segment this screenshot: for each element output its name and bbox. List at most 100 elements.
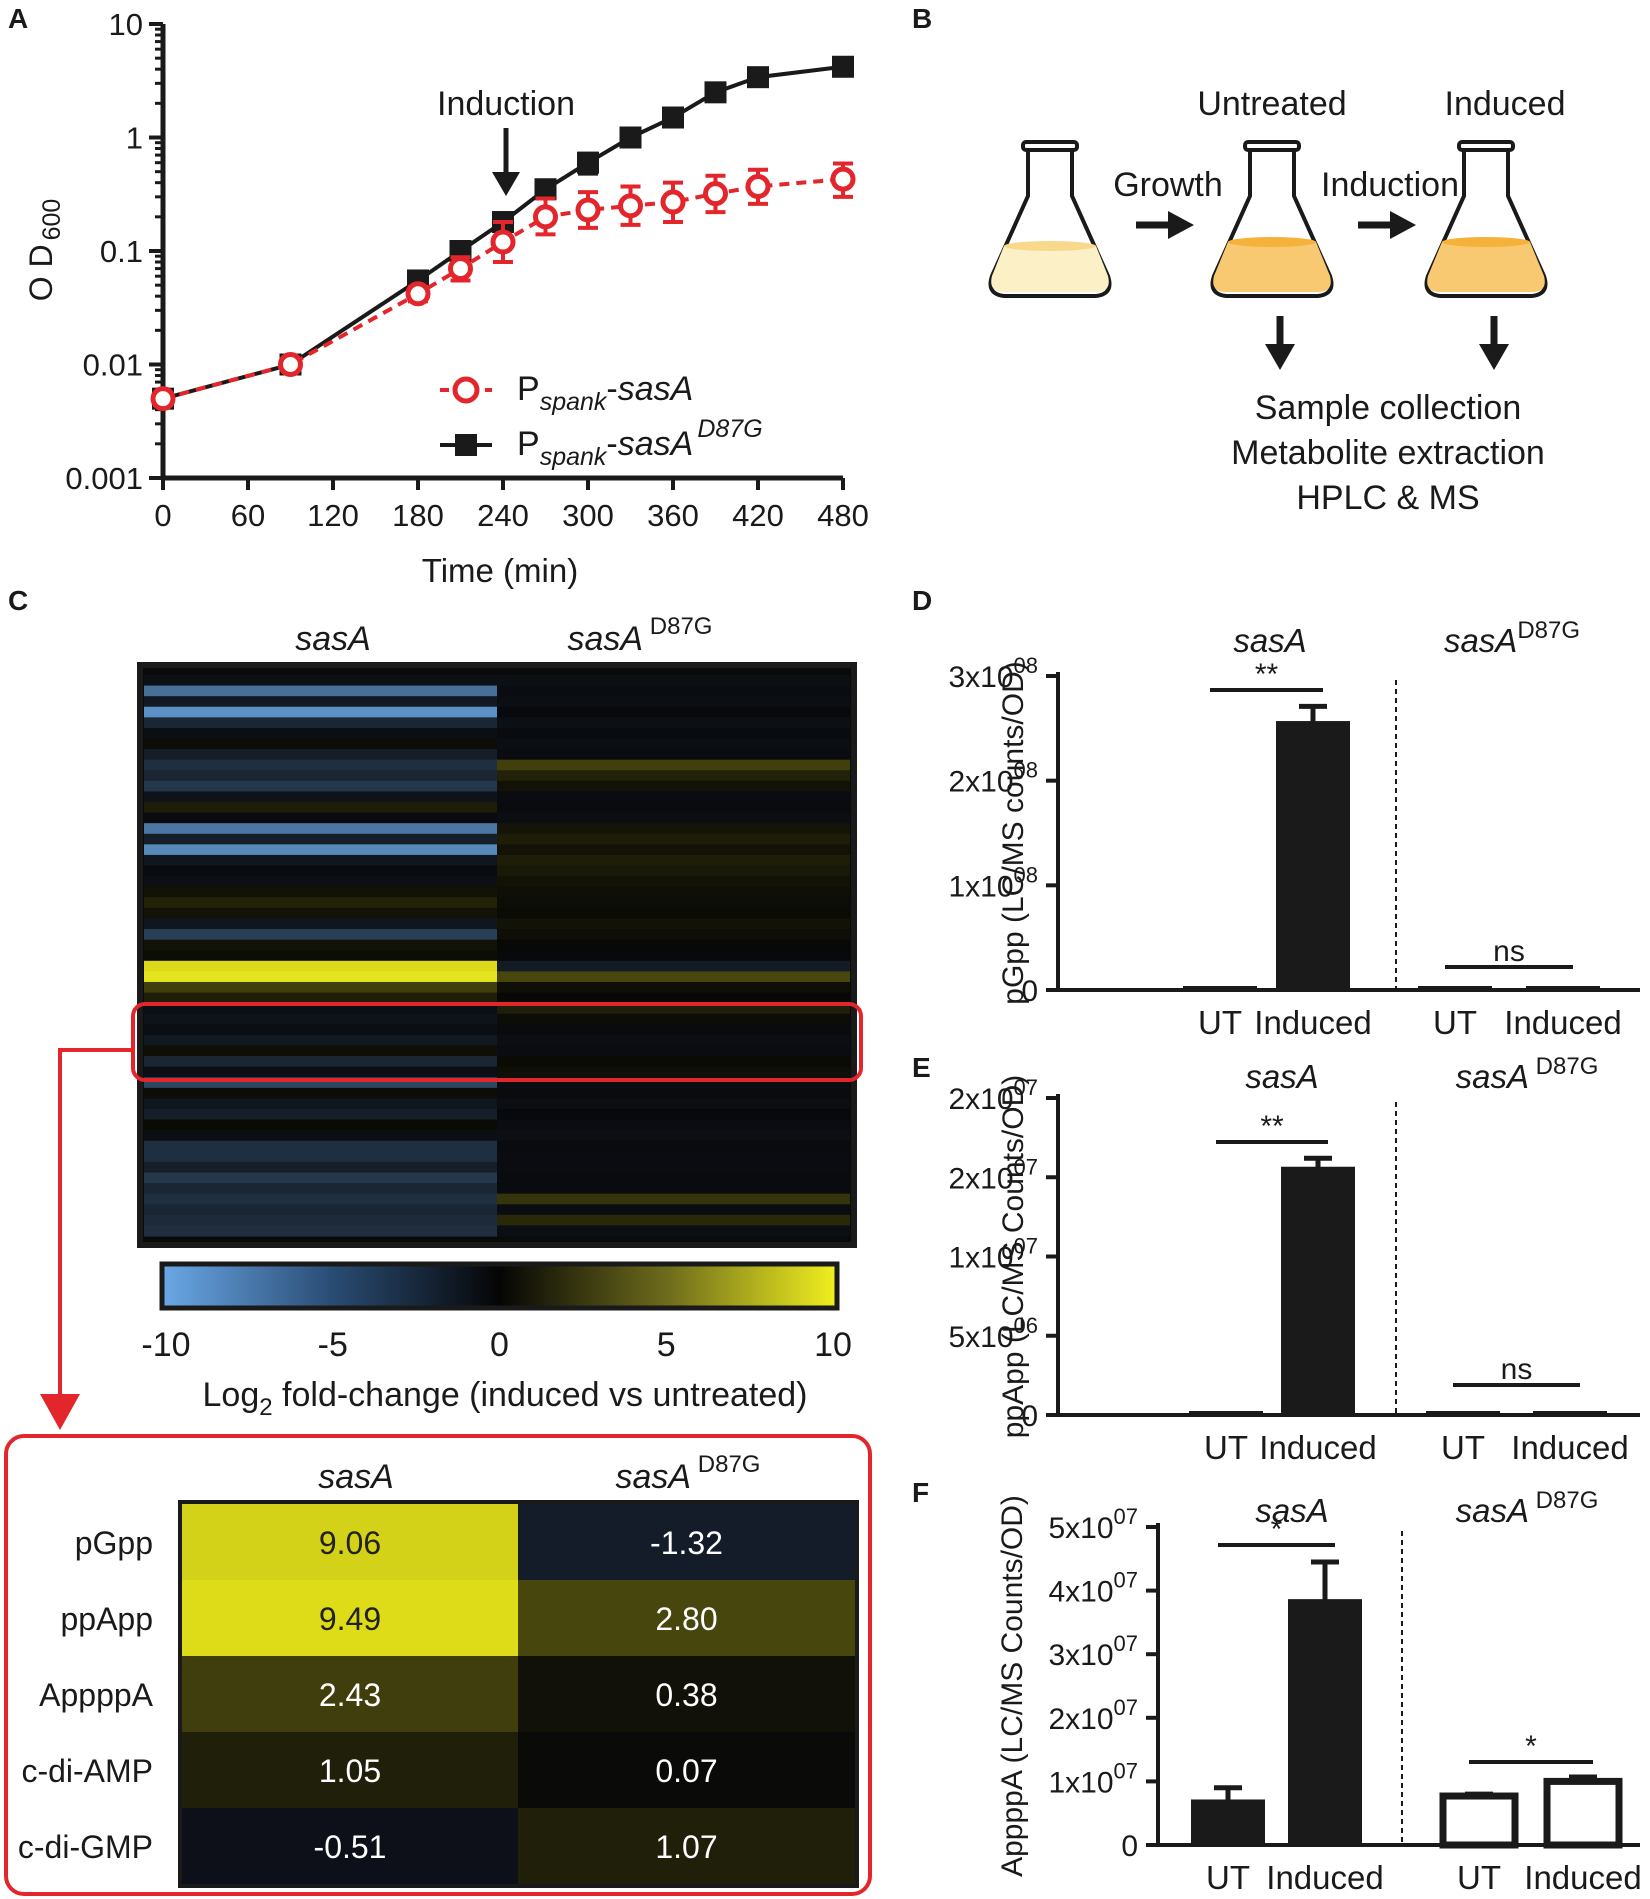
bar [1526,986,1600,991]
data-point-sasA [278,352,303,377]
inset-value-sasA-d87g: 0.38 [655,1677,717,1713]
group-title-d87g-gene: sasA [1456,1058,1529,1095]
heatmap-cells [144,675,850,1237]
group-title-sasA: sasA [1245,1058,1318,1095]
group-title-d87g-gene: sasA [1456,1492,1529,1529]
heatmap-cell-sasA-d87g [497,727,850,740]
colorbar-label-sub: 2 [259,1394,272,1421]
heatmap-cell-sasA [144,939,497,951]
heatmap-cell-sasA [144,685,497,697]
flask-induced-rim [1457,140,1515,152]
heatmap-cell-sasA-d87g [497,1161,850,1174]
heatmap-cell-sasA [144,1056,497,1068]
flask-induced [1424,140,1548,298]
heatmap-cell-sasA-d87g [497,854,850,867]
output-sample-collection: Sample collection [1255,389,1521,427]
heatmap-cell-sasA-d87g [497,1024,850,1036]
heatmap-cell-sasA-d87g [497,950,850,962]
bar-category-label: Induced [1259,1429,1376,1466]
legend-d87g-sub: spank [540,443,608,471]
bar-ylabel: ppApp (LC/MS Counts/OD) [997,1075,1030,1438]
bar-ytick-label: 0 [1021,975,1038,1008]
data-point-sasA [575,197,601,223]
bar [1281,1166,1355,1416]
growth-xlabel: Time (min) [422,552,578,589]
workflow-diagram: Untreated Induced Growth Induction [988,85,1566,517]
group-title-sasA: sasA [1233,622,1306,659]
bar [1439,1792,1519,1849]
growth-ytick-label: 0.01 [83,348,143,383]
heatmap-cell-sasA-d87g [497,738,850,750]
legend-d87g-p: P [517,425,540,463]
heatmap-cell-sasA-d87g [497,1193,850,1205]
bar-category-label: UT [1198,1004,1242,1041]
inset-value-sasA: 1.05 [319,1753,381,1789]
heatmap-cell-sasA [144,1034,497,1047]
data-point-sasA [448,256,473,282]
heatmap-cell-sasA [144,696,497,708]
heatmap-cell-sasA [144,918,497,930]
heatmap-cell-sasA [144,1024,497,1036]
heatmap-cell-sasA [144,1108,497,1121]
heatmap-cell-sasA-d87g [497,1003,850,1015]
heatmap-cell-sasA [144,1087,497,1099]
data-point-sasA-d87g [832,55,854,78]
heatmap-cell-sasA [144,1130,497,1142]
panel-label-e: E [912,1052,931,1083]
heatmap-cell-sasA-d87g [497,844,850,856]
bar-category-label: Induced [1254,1004,1371,1041]
growth-ytick-label: 0.1 [100,234,143,269]
heatmap-cell-sasA [144,1204,497,1216]
heatmap-cell-sasA [144,780,497,793]
heatmap-cell-sasA-d87g [497,876,850,888]
bar [1418,986,1492,991]
inset-col-d87g-sup: D87G [691,1451,760,1478]
data-point-sasA-d87g [662,106,684,129]
bar-ytick-label: 2x1007 [948,1154,1038,1195]
bar-ytick-base: 2x10 [1048,1703,1113,1736]
heatmap-col-d87g-gene: sasA [568,620,644,658]
bar-ytick-base: 3x10 [948,661,1013,694]
panel-label-a: A [8,3,28,34]
bar-ytick-label: 3x1007 [1048,1631,1138,1672]
heatmap-col-sasA-gene: sasA [295,620,371,658]
legend-item-sasA: Pspank-sasA [440,370,693,416]
bar-ytick-base: 1x10 [1048,1766,1113,1799]
heatmap-cell-sasA [144,1045,497,1057]
heatmap-cell-sasA-d87g [497,1183,850,1195]
heatmap-cell-sasA [144,1098,497,1110]
inset-cell-sasA [182,1656,518,1732]
growth-xtick-label: 0 [154,498,171,533]
bar [1543,1777,1623,1849]
bar-ytick-exp: 08 [1014,758,1038,783]
legend-sasA-dash: - [606,370,617,408]
growth-ylabel-group: O D 600 [23,199,66,302]
inset-row-label: c-di-AMP [21,1753,153,1789]
bar-category-label: UT [1206,1859,1250,1896]
group-title-sasA-d87g: sasA D87G [1456,1053,1599,1095]
heatmap-cell-sasA-d87g [497,960,850,972]
data-point-sasA [405,281,431,307]
legend-sasA-sub: spank [540,388,608,416]
inset-cell-sasA-d87g [518,1504,855,1580]
inset-row-label: AppppA [39,1677,154,1713]
heatmap-cell-sasA [144,738,497,750]
heatmap-cell-sasA-d87g [497,992,850,1004]
heatmap-cell-sasA-d87g [497,971,850,983]
group-title-sasA-gene: sasA [1255,1492,1328,1529]
heatmap-cell-sasA [144,950,497,962]
bar-ytick-exp: 07 [1114,1695,1138,1720]
inset-col-sasA-d87g: sasA D87G [616,1451,761,1496]
heatmap-cell-sasA [144,1013,497,1025]
bar-ytick-exp: 07 [1114,1504,1138,1529]
group-title-d87g-sup: D87G [1529,1487,1598,1514]
heatmap-cell-sasA-d87g [497,749,850,761]
bar [1276,721,1350,991]
bar-ytick-base: 1x10 [948,870,1013,903]
inset-value-sasA: 2.43 [319,1677,381,1713]
bar-ytick-exp: 07 [1114,1631,1138,1656]
bar-ytick-base: 0 [1121,1830,1138,1863]
heatmap-cell-sasA-d87g [497,1077,850,1089]
data-point-sasA [150,386,176,412]
